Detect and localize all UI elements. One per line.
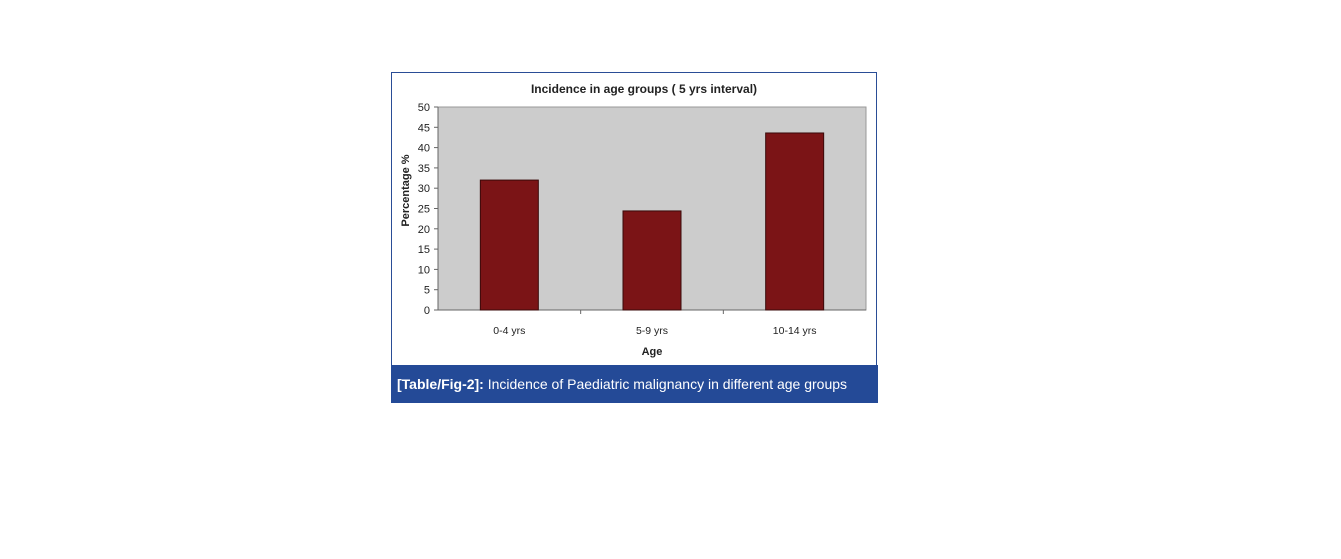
caption-text: Incidence of Paediatric malignancy in di… <box>483 376 848 392</box>
y-tick-label: 50 <box>418 102 430 114</box>
y-tick-label: 15 <box>418 244 430 256</box>
y-tick-label: 20 <box>418 224 430 236</box>
x-tick-label: 0-4 yrs <box>493 325 525 337</box>
chart-title: Incidence in age groups ( 5 yrs interval… <box>531 82 757 96</box>
y-tick-label: 35 <box>418 163 430 175</box>
y-axis-label: Percentage % <box>400 154 412 226</box>
y-tick-label: 40 <box>418 143 430 155</box>
x-axis-label: Age <box>642 346 663 358</box>
y-tick-label: 45 <box>418 122 430 134</box>
bar-10-14-yrs <box>765 132 825 311</box>
y-tick-label: 25 <box>418 204 430 216</box>
x-tick-label: 10-14 yrs <box>773 325 817 337</box>
y-tick-label: 30 <box>418 183 430 195</box>
x-tick-label: 5-9 yrs <box>636 325 668 337</box>
y-tick-label: 5 <box>424 285 430 297</box>
y-tick-label: 0 <box>424 305 430 317</box>
bar-chart: Incidence in age groups ( 5 yrs interval… <box>400 82 867 358</box>
y-tick-label: 10 <box>418 264 430 276</box>
caption-label: [Table/Fig-2]: <box>397 376 484 392</box>
figure-caption: [Table/Fig-2]: Incidence of Paediatric m… <box>391 365 878 403</box>
bar-5-9-yrs <box>622 210 682 311</box>
bar-0-4-yrs <box>479 179 539 311</box>
